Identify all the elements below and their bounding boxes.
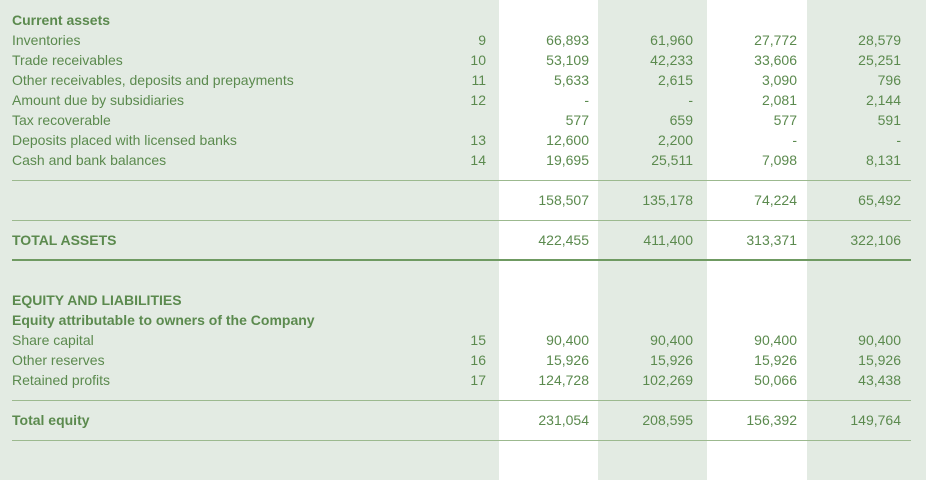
total-assets-row: TOTAL ASSETS 422,455 411,400 313,371 322… — [0, 230, 926, 250]
row-label: Deposits placed with licensed banks — [12, 132, 237, 148]
note-ref: 10 — [470, 52, 486, 68]
subtotal-value: 158,507 — [538, 192, 589, 208]
value-cell: 7,098 — [761, 152, 797, 168]
value-cell: 8,131 — [865, 152, 901, 168]
row-label: Amount due by subsidiaries — [12, 92, 184, 108]
table-row: Trade receivables 10 53,109 42,233 33,606 25,… — [0, 50, 926, 70]
total-equity-value: 149,764 — [850, 412, 901, 428]
value-cell: 591 — [877, 112, 901, 128]
value-cell: 577 — [565, 112, 589, 128]
value-cell: 25,511 — [651, 152, 693, 168]
note-ref: 9 — [478, 32, 486, 48]
value-cell: 577 — [773, 112, 797, 128]
value-cell: 2,200 — [657, 132, 693, 148]
value-cell: 15,926 — [546, 352, 589, 368]
total-equity-row: Total equity 231,054 208,595 156,392 149… — [0, 410, 926, 430]
total-assets-value: 313,371 — [746, 232, 797, 248]
value-cell: 33,606 — [754, 52, 797, 68]
total-equity-label: Total equity — [12, 412, 90, 428]
value-cell: 2,144 — [865, 92, 901, 108]
row-label: Cash and bank balances — [12, 152, 167, 168]
note-ref: 13 — [470, 132, 486, 148]
section-heading-row: EQUITY AND LIABILITIES — [0, 290, 926, 310]
value-cell: 15,926 — [650, 352, 693, 368]
value-cell: 2,081 — [761, 92, 797, 108]
value-cell: 19,695 — [546, 152, 589, 168]
note-ref: 17 — [470, 372, 486, 388]
table-row: Other receivables, deposits and prepayme… — [0, 70, 926, 90]
value-cell: - — [896, 132, 901, 148]
table-row: Deposits placed with licensed banks 13 12,… — [0, 130, 926, 150]
value-cell: 27,772 — [754, 32, 797, 48]
value-cell: 15,926 — [754, 352, 797, 368]
total-assets-label: TOTAL ASSETS — [12, 232, 117, 248]
value-cell: 15,926 — [858, 352, 901, 368]
divider — [12, 180, 911, 181]
section-heading-row: Current assets — [0, 10, 926, 30]
section-subheading-row: Equity attributable to owners of the Com… — [0, 310, 926, 330]
value-cell: 53,109 — [546, 52, 589, 68]
value-cell: - — [584, 92, 589, 108]
divider — [12, 220, 911, 221]
row-label: Other receivables, deposits and prepayme… — [12, 72, 294, 88]
subtotal-value: 65,492 — [858, 192, 901, 208]
subtotal-value: 74,224 — [754, 192, 797, 208]
table-row: Inventories 9 66,893 61,960 27,772 28,579 — [0, 30, 926, 50]
value-cell: 25,251 — [858, 52, 901, 68]
value-cell: 90,400 — [754, 332, 797, 348]
current-assets-subtotal-row: 158,507 135,178 74,224 65,492 — [0, 190, 926, 210]
value-cell: 61,960 — [650, 32, 693, 48]
value-cell: 2,615 — [657, 72, 693, 88]
total-assets-value: 422,455 — [538, 232, 589, 248]
note-ref: 12 — [470, 92, 486, 108]
divider — [12, 400, 911, 401]
value-cell: 3,090 — [761, 72, 797, 88]
row-label: Share capital — [12, 332, 94, 348]
value-cell: - — [792, 132, 797, 148]
value-cell: 102,269 — [642, 372, 693, 388]
value-cell: 43,438 — [858, 372, 901, 388]
table-row: Retained profits 17 124,728 102,269 50,066 43… — [0, 370, 926, 390]
table-row: Amount due by subsidiaries 12 - - 2,081 2,144 — [0, 90, 926, 110]
row-label: Retained profits — [12, 372, 111, 388]
table-row: Share capital 15 90,400 90,400 90,400 90,400 — [0, 330, 926, 350]
current-assets-heading: Current assets — [12, 12, 111, 28]
total-assets-value: 411,400 — [643, 232, 693, 248]
table-row: Other reserves 16 15,926 15,926 15,926 15,926 — [0, 350, 926, 370]
table-row: Cash and bank balances 14 19,695 25,511 7,09… — [0, 150, 926, 170]
note-ref: 15 — [470, 332, 486, 348]
note-ref: 16 — [470, 352, 486, 368]
value-cell: 90,400 — [858, 332, 901, 348]
value-cell: 50,066 — [754, 372, 797, 388]
total-equity-value: 156,392 — [746, 412, 797, 428]
value-cell: - — [688, 92, 693, 108]
value-cell: 90,400 — [546, 332, 589, 348]
equity-liabilities-heading: EQUITY AND LIABILITIES — [12, 292, 182, 308]
value-cell: 12,600 — [546, 132, 589, 148]
thick-divider — [12, 259, 911, 261]
value-cell: 5,633 — [553, 72, 589, 88]
row-label: Tax recoverable — [12, 112, 111, 128]
note-ref: 14 — [470, 152, 486, 168]
value-cell: 659 — [669, 112, 693, 128]
total-equity-value: 208,595 — [642, 412, 693, 428]
note-ref: 11 — [471, 72, 486, 88]
value-cell: 796 — [877, 72, 901, 88]
value-cell: 124,728 — [538, 372, 589, 388]
equity-owners-subheading: Equity attributable to owners of the Com… — [12, 312, 315, 328]
row-label: Trade receivables — [12, 52, 123, 68]
total-equity-value: 231,054 — [538, 412, 589, 428]
value-cell: 90,400 — [650, 332, 693, 348]
subtotal-value: 135,178 — [642, 192, 693, 208]
value-cell: 66,893 — [546, 32, 589, 48]
table-row: Tax recoverable 577 659 577 591 — [0, 110, 926, 130]
row-label: Other reserves — [12, 352, 105, 368]
value-cell: 28,579 — [858, 32, 901, 48]
divider — [12, 440, 911, 441]
total-assets-value: 322,106 — [850, 232, 901, 248]
value-cell: 42,233 — [650, 52, 693, 68]
row-label: Inventories — [12, 32, 81, 48]
